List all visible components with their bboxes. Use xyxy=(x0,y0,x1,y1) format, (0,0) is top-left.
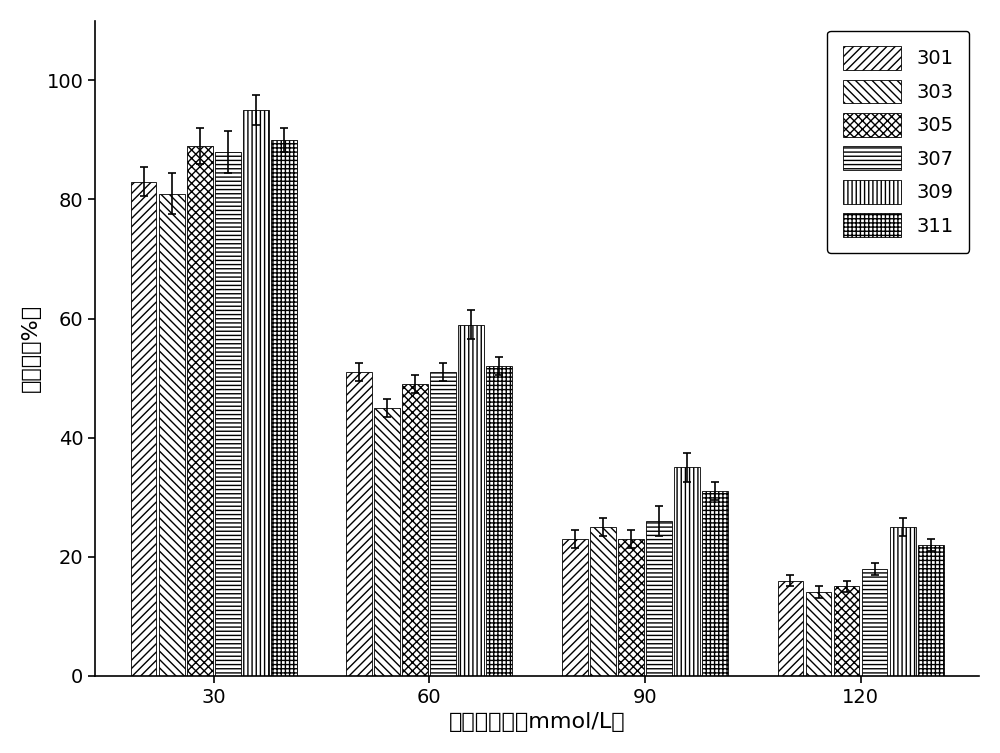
Bar xyxy=(458,325,484,675)
Bar xyxy=(590,527,616,675)
Bar xyxy=(618,539,644,675)
Bar xyxy=(271,140,297,675)
Bar xyxy=(834,587,859,675)
Bar xyxy=(215,152,241,675)
Bar xyxy=(674,468,700,675)
Legend: 301, 303, 305, 307, 309, 311: 301, 303, 305, 307, 309, 311 xyxy=(827,31,969,252)
Bar xyxy=(430,372,456,675)
Bar xyxy=(346,372,372,675)
Bar xyxy=(806,593,831,675)
Bar xyxy=(562,539,588,675)
Bar xyxy=(486,366,512,675)
Bar xyxy=(402,384,428,675)
X-axis label: 硬化物浓度（mmol/L）: 硬化物浓度（mmol/L） xyxy=(449,712,625,732)
Bar xyxy=(862,569,887,675)
Bar xyxy=(646,521,672,675)
Bar xyxy=(890,527,916,675)
Bar xyxy=(778,581,803,675)
Bar xyxy=(131,181,156,675)
Y-axis label: 脱硬率（%）: 脱硬率（%） xyxy=(21,304,41,392)
Bar xyxy=(374,408,400,675)
Bar xyxy=(159,194,185,675)
Bar xyxy=(702,491,728,675)
Bar xyxy=(187,146,213,675)
Bar xyxy=(918,545,944,675)
Bar xyxy=(243,110,269,675)
